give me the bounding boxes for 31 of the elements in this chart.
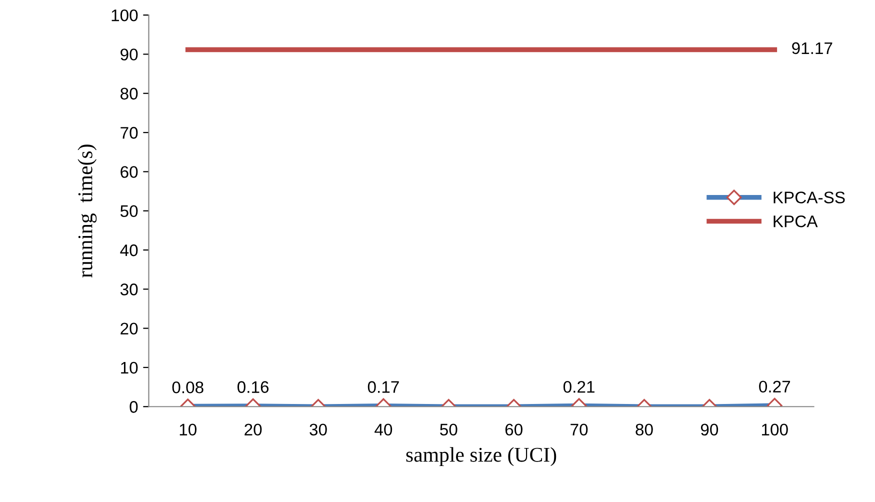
y-tick-label: 50 [120, 205, 138, 218]
x-axis-title: sample size (UCI) [406, 447, 556, 466]
legend-label: KPCA-SS [774, 192, 845, 204]
y-tick-label: 60 [120, 166, 138, 178]
data-label: 0.16 [237, 381, 269, 393]
y-tick-label: 100 [112, 9, 138, 22]
y-tick-label: 30 [120, 284, 138, 296]
data-label: 0.21 [563, 380, 594, 393]
x-tick-label: 30 [310, 424, 327, 436]
data-label: 91.17 [792, 42, 832, 54]
x-tick-label: 20 [244, 424, 262, 436]
x-tick-label: 70 [570, 424, 588, 436]
x-tick-label: 10 [180, 424, 196, 436]
y-tick-label: 70 [120, 126, 138, 139]
x-tick-label: 50 [440, 424, 458, 436]
y-tick-label: 20 [120, 322, 138, 335]
x-tick-label: 40 [374, 424, 392, 436]
data-label: 0.08 [172, 381, 204, 394]
legend-label: KPCA [774, 215, 818, 228]
data-label: 0.27 [759, 380, 790, 393]
x-tick-label: 80 [636, 424, 653, 436]
y-tick-label: 80 [120, 88, 138, 100]
x-tick-label: 90 [700, 424, 718, 436]
y-tick-label: 90 [120, 48, 138, 60]
y-tick-label: 10 [121, 362, 138, 374]
y-axis-title: running time(s) [78, 144, 97, 278]
y-tick-label: 0 [130, 401, 138, 413]
x-tick-label: 60 [505, 424, 522, 436]
x-tick-label: 100 [762, 424, 788, 436]
y-tick-label: 40 [120, 244, 138, 256]
data-label: 0.17 [368, 381, 399, 393]
